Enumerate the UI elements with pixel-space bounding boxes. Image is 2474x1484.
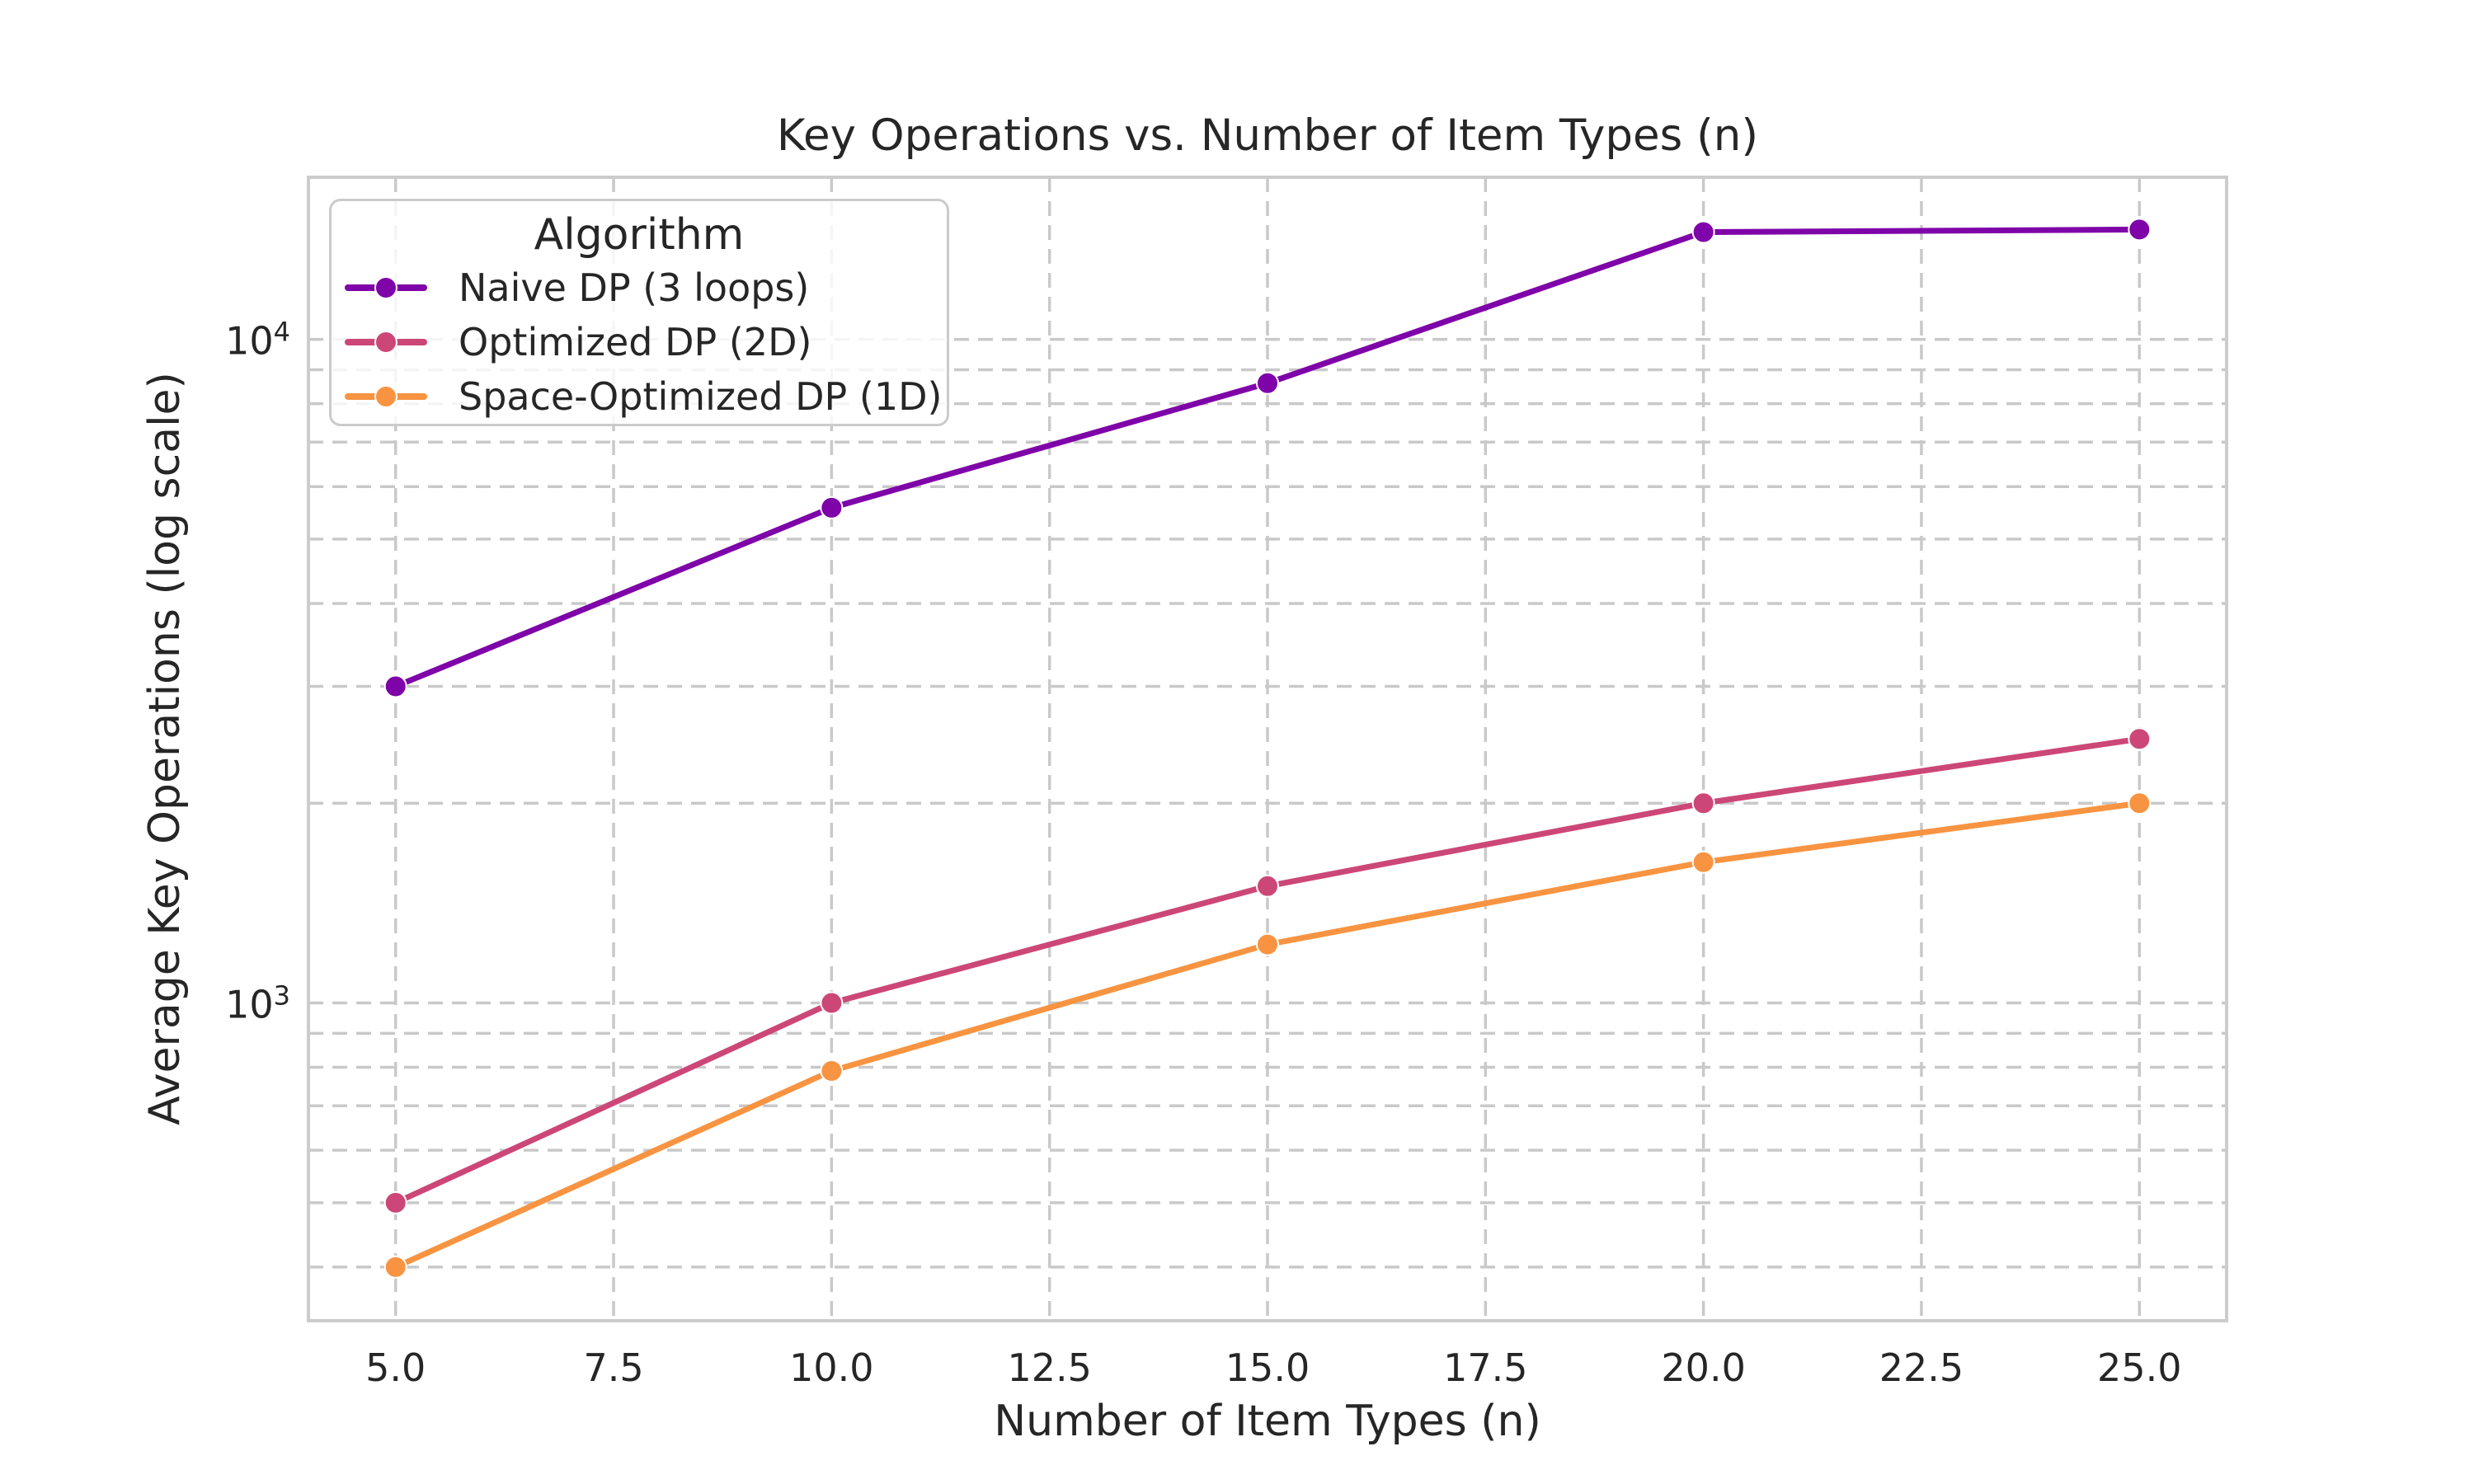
axes-spines [307,176,2228,1322]
x-tick-label: 5.0 [365,1345,426,1390]
y-tick-label: 103 [225,979,290,1027]
y-axis-label: Average Key Operations (log scale) [140,372,190,1125]
data-point-marker [1256,371,1279,395]
legend-entry-label: Naive DP (3 loops) [459,265,810,310]
legend: Algorithm Naive DP (3 loops) Optimized DP… [329,199,949,426]
data-point-marker [820,1059,844,1082]
x-tick-label: 25.0 [2097,1345,2182,1390]
x-tick-label: 20.0 [1661,1345,1746,1390]
chart-title: Key Operations vs. Number of Item Types … [776,110,1759,161]
data-point-marker [2128,218,2152,242]
data-point-marker [2128,791,2152,815]
x-tick-label: 10.0 [789,1345,874,1390]
x-tick-label: 12.5 [1007,1345,1092,1390]
legend-line-marker-icon [345,275,427,300]
x-tick-label: 7.5 [583,1345,644,1390]
legend-entry-label: Space-Optimized DP (1D) [459,374,943,419]
legend-entry: Naive DP (3 loops) [332,261,947,315]
data-point-marker [1691,850,1715,874]
data-point-marker [383,1190,407,1214]
x-tick-label: 22.5 [1879,1345,1964,1390]
x-tick-label: 15.0 [1225,1345,1310,1390]
data-point-marker [2128,727,2152,751]
legend-entry: Optimized DP (2D) [332,315,947,369]
legend-entry: Space-Optimized DP (1D) [332,369,947,424]
data-point-marker [1691,791,1715,815]
legend-line-marker-icon [345,384,427,409]
legend-entry-label: Optimized DP (2D) [459,320,812,364]
data-point-marker [1256,932,1279,956]
data-point-marker [383,674,407,698]
data-point-marker [820,495,844,519]
y-tick-label: 104 [225,315,290,364]
x-tick-label: 17.5 [1443,1345,1528,1390]
data-point-marker [820,991,844,1015]
data-point-marker [1256,874,1279,898]
data-point-marker [383,1255,407,1279]
data-point-marker [1691,220,1715,244]
legend-line-marker-icon [345,330,427,355]
legend-title: Algorithm [534,210,745,260]
legend-entries: Naive DP (3 loops) Optimized DP (2D) Space… [332,261,947,424]
x-axis-label: Number of Item Types (n) [994,1397,1541,1446]
